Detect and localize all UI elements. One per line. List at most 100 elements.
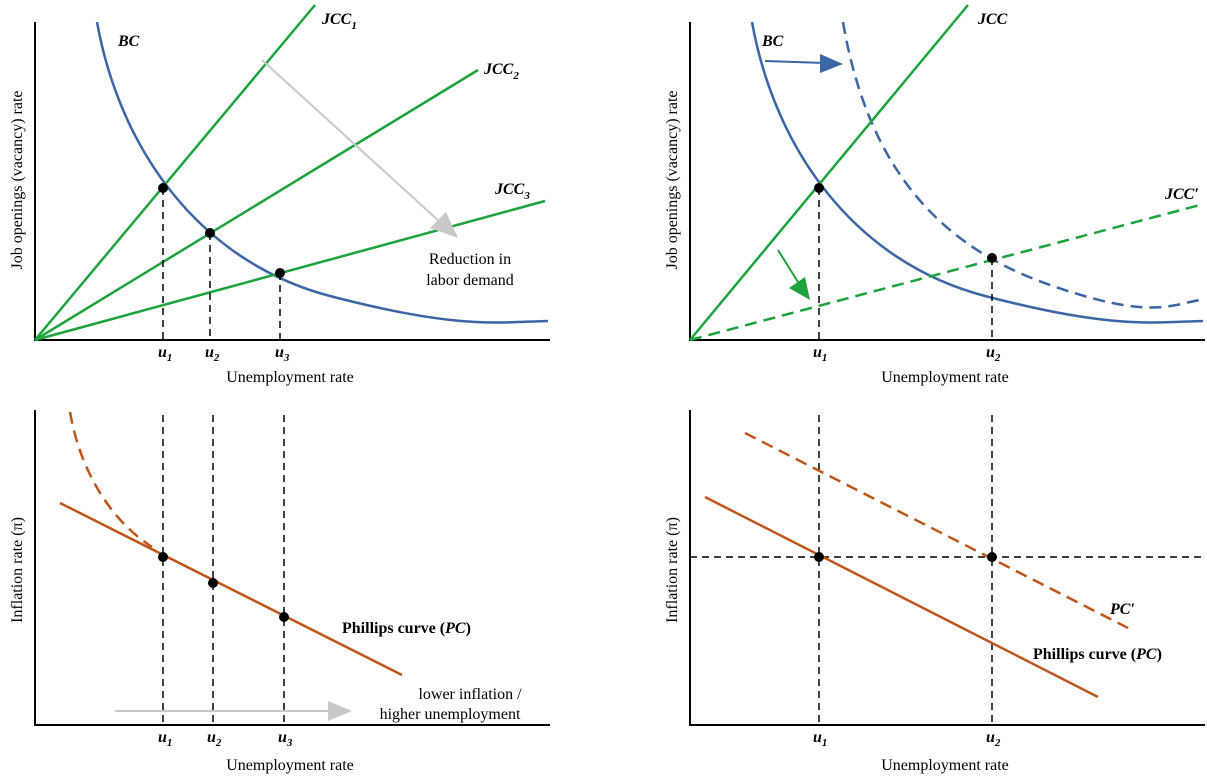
pc-line <box>704 495 1099 699</box>
label-part: ) <box>466 620 471 637</box>
jcc-line <box>689 4 969 341</box>
jcc1-label: JCC1 <box>321 11 357 32</box>
pc-extension <box>68 411 153 549</box>
pc-prime-label: PC′ <box>1109 601 1135 618</box>
label-sub: 1 <box>351 20 357 32</box>
label-main: u <box>158 344 167 361</box>
jcc-label: JCC <box>977 11 1008 28</box>
y-axis-label: Job openings (vacancy) rate <box>664 90 681 269</box>
jcc3-line <box>34 199 546 342</box>
label-sub: 2 <box>215 737 222 749</box>
annotation: Reduction in <box>429 251 511 268</box>
label-main: u <box>205 344 214 361</box>
point <box>987 552 997 562</box>
label-sub: 2 <box>213 352 220 364</box>
axes <box>689 410 1205 726</box>
point <box>987 253 997 263</box>
label-part: ) <box>1157 646 1162 663</box>
pc-label: Phillips curve (PC) <box>342 620 471 637</box>
label-main: u <box>158 729 167 746</box>
arrowhead <box>820 54 843 73</box>
point <box>814 183 824 193</box>
guide-lines <box>818 188 993 340</box>
panel-3: Phillips curve (PC) lower inflation / hi… <box>9 410 550 774</box>
label-main: JCC <box>321 11 352 28</box>
annotation: labor demand <box>426 272 514 289</box>
tick-label: u1 <box>813 729 827 749</box>
point <box>279 612 289 622</box>
point <box>275 268 285 278</box>
tick-label: u1 <box>158 729 172 749</box>
x-axis-label: Unemployment rate <box>881 757 1009 774</box>
shift-arrow <box>777 249 799 283</box>
jcc2-line <box>34 68 479 342</box>
panel-1: BC JCC1 JCC2 JCC3 Reduction in labor dem… <box>9 4 550 386</box>
jcc1-line <box>34 4 316 341</box>
y-axis-label: Inflation rate (π) <box>9 517 26 623</box>
label-sub: 2 <box>512 70 519 82</box>
label-main: u <box>275 344 284 361</box>
pc-line <box>59 501 403 677</box>
y-axis-label: Inflation rate (π) <box>664 517 681 623</box>
label-part: Phillips curve ( <box>342 620 445 637</box>
tick-label: u2 <box>207 729 222 749</box>
tick-label: u3 <box>275 344 290 364</box>
x-axis-label: Unemployment rate <box>881 369 1009 386</box>
y-axis-label: Job openings (vacancy) rate <box>9 90 26 269</box>
tick-label: u2 <box>986 729 1001 749</box>
arrowhead <box>328 701 352 721</box>
annotation: lower inflation / <box>418 686 522 703</box>
tick-label: u3 <box>278 729 293 749</box>
label-part: Phillips curve ( <box>1033 646 1136 663</box>
label-sub: 3 <box>523 190 530 202</box>
label-main: JCC <box>494 181 525 198</box>
axes <box>34 410 550 726</box>
label-main: u <box>813 344 822 361</box>
jcc2-label: JCC2 <box>483 61 519 82</box>
panel-4: PC′ Phillips curve (PC) u1 u2 Unemployme… <box>664 410 1205 774</box>
label-sub: 2 <box>994 352 1001 364</box>
jcc-prime-line <box>689 203 1201 342</box>
tick-label: u1 <box>813 344 827 364</box>
label-main: u <box>813 729 822 746</box>
arrowhead <box>789 277 810 300</box>
shift-arrow <box>764 60 826 64</box>
label-main: u <box>278 729 287 746</box>
label-sub: 3 <box>283 352 290 364</box>
tick-label: u1 <box>158 344 172 364</box>
bc-shifted-curve <box>841 21 1201 309</box>
bc-label: BC <box>117 33 140 50</box>
guide-lines <box>162 188 281 340</box>
shift-arrow <box>261 59 441 223</box>
tick-label: u2 <box>205 344 220 364</box>
bc-curve <box>95 21 549 324</box>
label-main: u <box>986 344 995 361</box>
guide-lines <box>690 415 1205 725</box>
axes <box>689 22 1205 341</box>
x-axis-label: Unemployment rate <box>226 757 354 774</box>
point <box>814 552 824 562</box>
label-sub: 3 <box>286 737 293 749</box>
label-part: PC <box>1135 646 1157 663</box>
jcc3-label: JCC3 <box>494 181 530 202</box>
label-part: PC <box>444 620 466 637</box>
arrowhead <box>430 212 458 238</box>
panel-2: BC JCC JCC′ u1 u2 Unemployment rate Job … <box>664 4 1205 386</box>
label-main: JCC <box>483 61 514 78</box>
label-sub: 2 <box>994 737 1001 749</box>
point <box>208 578 218 588</box>
jcc-prime-label: JCC′ <box>1164 186 1199 203</box>
label-sub: 1 <box>822 737 828 749</box>
tick-label: u2 <box>986 344 1001 364</box>
point <box>205 228 215 238</box>
bc-label: BC <box>761 33 784 50</box>
annotation: higher unemployment <box>380 706 521 723</box>
pc-prime-line <box>744 431 1133 632</box>
point <box>158 552 168 562</box>
label-sub: 1 <box>822 352 828 364</box>
label-main: u <box>207 729 216 746</box>
pc-label: Phillips curve (PC) <box>1033 646 1162 663</box>
guide-lines <box>162 415 285 725</box>
bc-curve <box>750 21 1204 324</box>
